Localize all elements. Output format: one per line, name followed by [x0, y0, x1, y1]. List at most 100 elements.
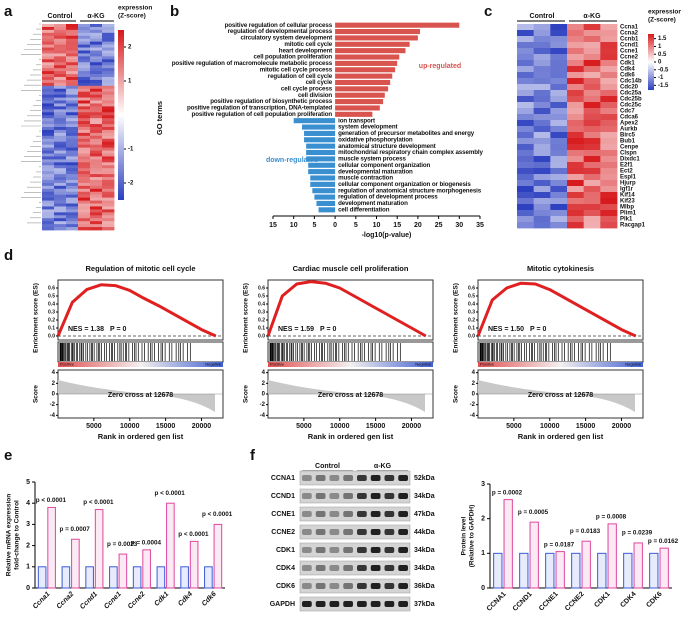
heatmap-cell [90, 103, 103, 107]
heatmap-cell [583, 156, 601, 163]
bar [335, 67, 396, 73]
x-tick-label: 5000 [506, 423, 522, 430]
heatmap-cell [54, 191, 67, 196]
plot-title: Regulation of mitotic cell cycle [85, 264, 195, 273]
heatmap-cell [102, 118, 115, 122]
heatmap-cell [54, 132, 67, 137]
group-label: α-KG [374, 463, 392, 470]
heatmap-cell [90, 121, 103, 125]
heatmap-cell [78, 79, 91, 84]
category-label: cell cycle [306, 79, 333, 86]
heatmap-cell [102, 218, 115, 222]
heatmap-cell [102, 224, 115, 228]
series-label: up-regulated [419, 63, 461, 70]
heatmap-cell [78, 129, 91, 134]
heatmap-cell [66, 79, 79, 84]
negative-label: Negative [205, 362, 222, 367]
heatmap-cell [90, 124, 103, 128]
category-label: system development [338, 124, 397, 131]
row-label: Kif14 [620, 193, 635, 199]
x-tick-label: 10 [373, 222, 381, 229]
heatmap-cell [567, 198, 585, 205]
heatmap-cell [102, 174, 115, 178]
heatmap-cell [78, 38, 91, 43]
heatmap-cell [90, 138, 103, 143]
bar [335, 99, 384, 105]
heatmap-cell [583, 42, 601, 49]
heatmap-cell [54, 26, 67, 31]
heatmap-cell [583, 66, 601, 73]
heatmap-cell [583, 24, 601, 31]
heatmap-cell [54, 35, 67, 40]
heatmap-cell [533, 186, 551, 193]
heatmap-cell [517, 102, 535, 109]
heatmap-cell [517, 132, 535, 139]
heatmap-cell [583, 36, 601, 43]
blot-band [384, 565, 395, 571]
heatmap-cell [78, 132, 91, 137]
blot-band [343, 475, 353, 481]
row-label: Hjurp [620, 181, 636, 187]
negative-label: Negative [625, 362, 642, 367]
category-label: cell differentiation [338, 206, 390, 213]
heatmap-cell [66, 59, 79, 63]
heatmap-cell [583, 162, 601, 169]
bar [85, 566, 94, 589]
heatmap-cell [54, 88, 67, 93]
column-label: Control [530, 13, 555, 20]
heatmap-cell [54, 188, 67, 193]
blot-band [398, 475, 408, 481]
x-tick-label: 15 [269, 222, 277, 229]
heatmap-cell [78, 50, 91, 54]
y-tick-label: 0.0 [258, 333, 265, 339]
heatmap-cell [54, 141, 67, 146]
heatmap-cell [533, 168, 551, 175]
heatmap-cell [66, 62, 79, 66]
heatmap-cell [550, 24, 568, 31]
heatmap-cell [42, 132, 55, 137]
heatmap-cell [90, 71, 103, 75]
heatmap-cell [90, 144, 103, 148]
heatmap-cell [42, 62, 55, 66]
heatmap-cell [600, 24, 618, 31]
heatmap-cell [102, 79, 115, 84]
heatmap-cell [42, 150, 55, 154]
heatmap-cell [550, 84, 568, 91]
heatmap-cell [517, 120, 535, 127]
panel-label: b [170, 3, 179, 20]
heatmap-cell [583, 150, 601, 157]
heatmap-cell [42, 179, 55, 184]
blot-band [357, 493, 367, 499]
heatmap-cell [78, 100, 91, 104]
heatmap-cell [54, 85, 67, 90]
heatmap-cell [102, 103, 115, 107]
blot-band [329, 511, 340, 517]
heatmap-cell [567, 204, 585, 211]
x-axis-label: Rank in ordered gen list [518, 432, 604, 441]
heatmap-cell [550, 180, 568, 187]
size-label: 44kDa [414, 529, 435, 536]
heatmap-cell [66, 124, 79, 128]
heatmap-cell [54, 206, 67, 210]
x-tick-label: 5000 [86, 423, 102, 430]
heatmap-cell [600, 54, 618, 61]
heatmap-cell [567, 72, 585, 79]
heatmap-cell [54, 174, 67, 178]
heatmap-cell [550, 36, 568, 43]
category-label: mitotic cell cycle process [260, 66, 333, 73]
heatmap-cell [66, 97, 79, 101]
score-label: Score [33, 385, 40, 403]
heatmap-cell [54, 177, 67, 181]
heatmap-cell [66, 188, 79, 193]
heatmap-cell [54, 147, 67, 151]
heatmap-cell [600, 216, 618, 223]
row-label: Racgap1 [620, 223, 646, 229]
p-value: p = 0.0187 [544, 541, 575, 548]
blot-band [398, 529, 408, 535]
bar [306, 149, 336, 156]
row-label: Apex2 [620, 121, 639, 127]
blot-band [315, 475, 326, 481]
heatmap-cell [78, 191, 91, 196]
blot-band [398, 511, 408, 517]
x-tick-label: 15000 [366, 423, 386, 430]
